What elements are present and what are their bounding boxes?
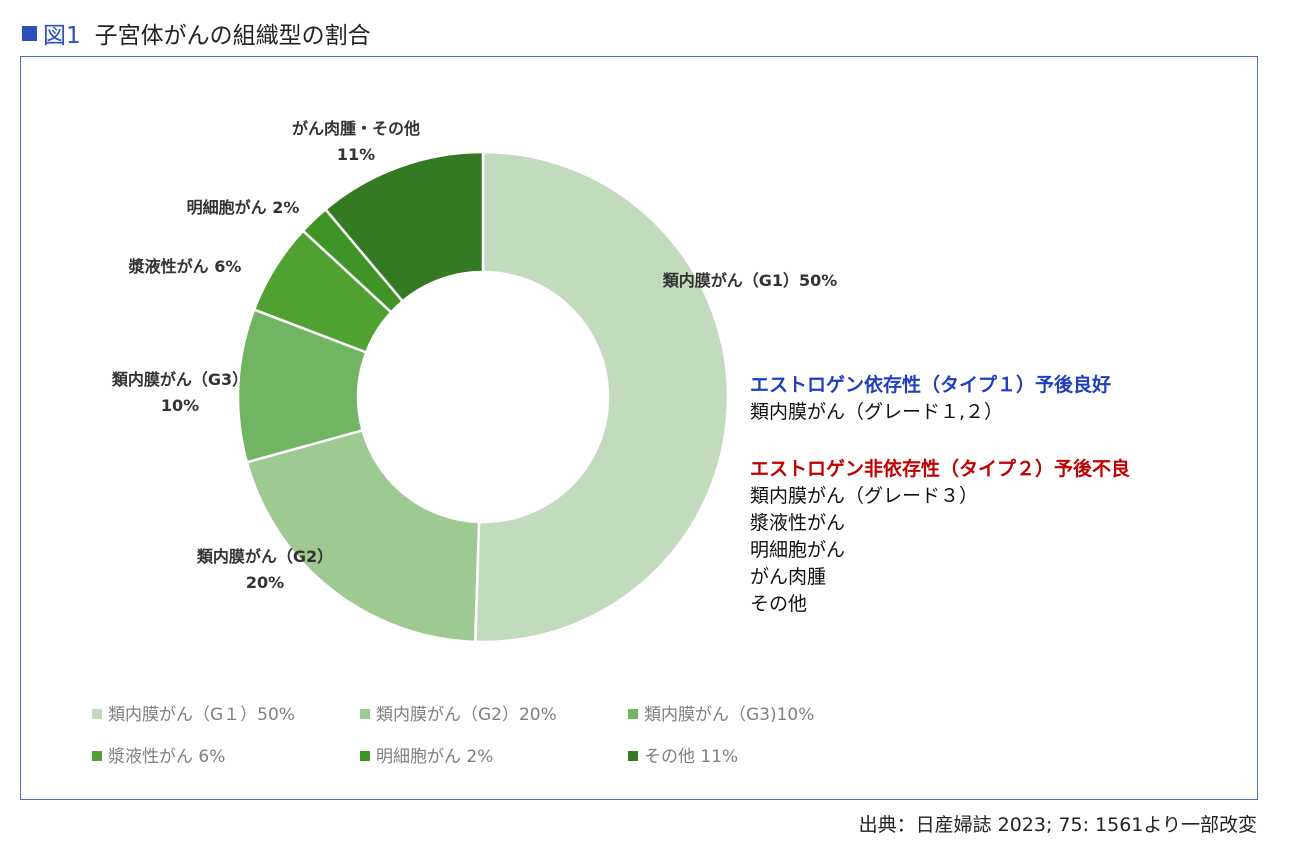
type2-item: 類内膜がん（グレード３）	[750, 485, 979, 507]
legend-entry: 明細胞がん 2%	[376, 747, 493, 767]
slice-label: がん肉腫・その他	[292, 119, 420, 138]
type1-list: 類内膜がん（グレード１,２）	[750, 399, 1130, 426]
source-note: 出典：日産婦誌 2023; 75: 1561より一部改変	[858, 814, 1257, 836]
slice-labels: 類内膜がん（G1）50% 類内膜がん（G2） 20% 類内膜がん（G3） 10% 漿液性が…	[111, 119, 837, 592]
slice-label: 10%	[161, 396, 199, 415]
legend-swatch	[360, 709, 370, 719]
type1-item: 類内膜がん（グレード１,２）	[750, 401, 1004, 423]
donut-slices	[236, 150, 730, 644]
legend-entry: 類内膜がん（G2）20%	[376, 705, 557, 725]
slice-label: 類内膜がん（G2）	[196, 547, 333, 566]
type-annotation: エストロゲン依存性（タイプ１）予後良好 類内膜がん（グレード１,２） エストロゲ…	[750, 372, 1130, 648]
legend-swatch	[360, 751, 370, 761]
slice-label: 11%	[337, 145, 375, 164]
chart-frame	[20, 56, 1258, 800]
type2-heading: エストロゲン非依存性（タイプ２）予後不良	[750, 458, 1131, 480]
legend-entry: 類内膜がん（G3)10%	[644, 705, 814, 725]
slice-label: 20%	[246, 573, 284, 592]
donut-slice	[323, 150, 485, 304]
page-title: 子宮体がんの組織型の割合	[94, 23, 371, 49]
legend-swatch	[628, 751, 638, 761]
slice-label: 明細胞がん 2%	[187, 198, 300, 217]
legend-swatch	[92, 751, 102, 761]
donut-slice	[473, 150, 730, 644]
type2-block: エストロゲン非依存性（タイプ２）予後不良 類内膜がん（グレード３） 漿液性がん明細…	[750, 456, 1130, 618]
legend-entry: その他 11%	[644, 747, 738, 767]
type1-block: エストロゲン依存性（タイプ１）予後良好 類内膜がん（グレード１,２）	[750, 372, 1130, 426]
type2-item: 漿液性がん	[750, 512, 846, 534]
donut-slice	[245, 428, 481, 644]
slice-label: 類内膜がん（G1）50%	[662, 271, 838, 290]
type2-item: がん肉腫	[750, 566, 827, 588]
figure-number: 図1	[43, 23, 81, 49]
slice-label: 類内膜がん（G3）	[111, 370, 248, 389]
legend-swatch	[628, 709, 638, 719]
legend-entry: 類内膜がん（G１）50%	[108, 705, 295, 725]
chart-legend: 類内膜がん（G１）50% 類内膜がん（G2）20% 類内膜がん（G3)10% 漿液性が…	[92, 705, 814, 767]
type1-heading: エストロゲン依存性（タイプ１）予後良好	[750, 374, 1112, 396]
slice-label: 漿液性がん 6%	[128, 257, 242, 276]
title-square-icon	[22, 25, 37, 41]
type2-item: その他	[750, 593, 808, 615]
figure-title: 図1 子宮体がんの組織型の割合	[22, 16, 371, 50]
legend-swatch	[92, 709, 102, 719]
type2-list: 類内膜がん（グレード３） 漿液性がん明細胞がんがん肉腫その他	[750, 483, 1130, 618]
type2-item: 明細胞がん	[750, 539, 846, 561]
legend-entry: 漿液性がん 6%	[108, 747, 225, 767]
